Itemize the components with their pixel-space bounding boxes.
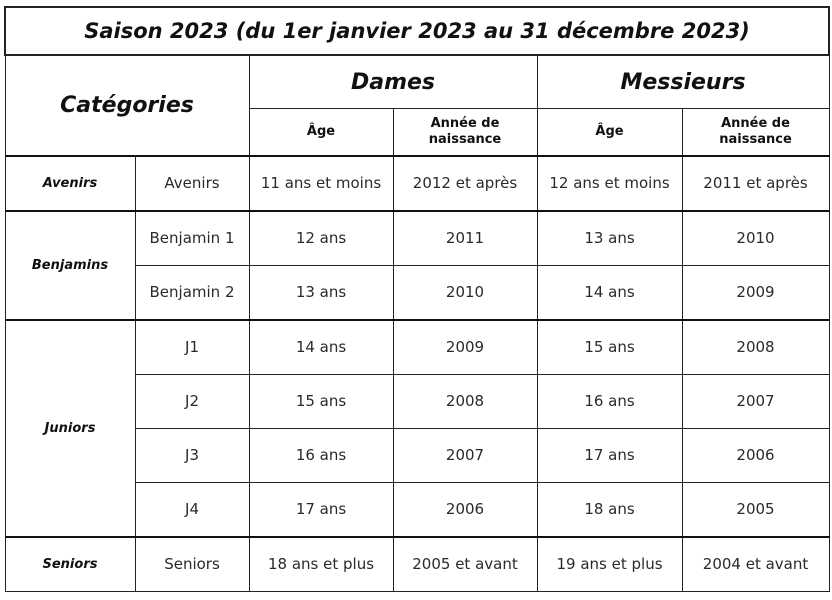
dames-age-cell: 15 ans [248, 374, 394, 429]
dames-annee-cell: 2009 [392, 319, 538, 375]
dames-age-header: Âge [248, 108, 394, 157]
subcategory-cell: Benjamin 2 [134, 265, 250, 321]
messieurs-annee-cell: 2005 [681, 482, 830, 538]
season-table-container: Saison 2023 (du 1er janvier 2023 au 31 d… [3, 6, 831, 592]
dames-age-cell: 17 ans [248, 482, 394, 538]
category-benjamins: Benjamins [4, 210, 136, 321]
subcategory-cell: J2 [134, 374, 250, 429]
messieurs-header: Messieurs [536, 54, 830, 109]
dames-annee-cell: 2012 et après [392, 155, 538, 212]
category-juniors: Juniors [4, 319, 136, 538]
table-row: J3 16 ans 2007 17 ans 2006 [5, 428, 830, 483]
messieurs-age-cell: 12 ans et moins [536, 155, 683, 212]
dames-header: Dames [248, 54, 538, 109]
subcategory-cell: Seniors [134, 536, 250, 592]
category-avenirs: Avenirs [4, 155, 136, 212]
messieurs-annee-cell: 2008 [681, 319, 830, 375]
table-row: Benjamin 2 13 ans 2010 14 ans 2009 [5, 265, 830, 321]
messieurs-annee-cell: 2010 [681, 210, 830, 266]
messieurs-annee-header: Année de naissance [681, 108, 830, 157]
annee-header-line2: naissance [719, 132, 792, 147]
messieurs-annee-cell: 2009 [681, 265, 830, 321]
subcategory-cell: J3 [134, 428, 250, 483]
table-title: Saison 2023 (du 1er janvier 2023 au 31 d… [3, 6, 831, 56]
table-row: Benjamins Benjamin 1 12 ans 2011 13 ans … [4, 210, 830, 321]
messieurs-age-cell: 19 ans et plus [536, 536, 683, 592]
table-row: Avenirs Avenirs 11 ans et moins 2012 et … [4, 155, 830, 212]
dames-age-cell: 14 ans [248, 319, 394, 375]
table-row: Seniors Seniors 18 ans et plus 2005 et a… [4, 536, 830, 592]
messieurs-annee-cell: 2007 [681, 374, 830, 429]
dames-age-cell: 13 ans [248, 265, 394, 321]
annee-header-line2: naissance [428, 132, 502, 147]
dames-annee-cell: 2005 et avant [392, 536, 538, 592]
dames-annee-cell: 2006 [392, 482, 538, 538]
messieurs-annee-cell: 2011 et après [681, 155, 830, 212]
dames-age-cell: 11 ans et moins [248, 155, 394, 212]
dames-age-cell: 16 ans [248, 428, 394, 483]
season-categories-table: Saison 2023 (du 1er janvier 2023 au 31 d… [3, 6, 831, 592]
subcategory-cell: Avenirs [134, 155, 250, 212]
annee-header-line1: Année de [430, 116, 500, 131]
messieurs-age-cell: 13 ans [536, 210, 683, 266]
messieurs-age-header: Âge [536, 108, 683, 157]
messieurs-age-cell: 18 ans [536, 482, 683, 538]
dames-annee-cell: 2011 [392, 210, 538, 266]
messieurs-annee-cell: 2006 [681, 428, 830, 483]
dames-age-cell: 12 ans [248, 210, 394, 266]
table-row: Juniors J1 14 ans 2009 15 ans 2008 [4, 319, 830, 538]
messieurs-age-cell: 17 ans [536, 428, 683, 483]
annee-header-line1: Année de [721, 116, 790, 131]
dames-age-cell: 18 ans et plus [248, 536, 394, 592]
dames-annee-cell: 2010 [392, 265, 538, 321]
subcategory-cell: J4 [134, 482, 250, 538]
subcategory-cell: Benjamin 1 [134, 210, 250, 266]
categories-header: Catégories [4, 54, 250, 157]
dames-annee-cell: 2008 [392, 374, 538, 429]
dames-annee-header: Année de naissance [392, 108, 538, 157]
messieurs-age-cell: 14 ans [536, 265, 683, 321]
messieurs-age-cell: 16 ans [536, 374, 683, 429]
table-row: J4 17 ans 2006 18 ans 2005 [5, 482, 830, 538]
table-row: J2 15 ans 2008 16 ans 2007 [5, 374, 830, 429]
messieurs-annee-cell: 2004 et avant [681, 536, 830, 592]
dames-annee-cell: 2007 [392, 428, 538, 483]
messieurs-age-cell: 15 ans [536, 319, 683, 375]
category-seniors: Seniors [4, 536, 136, 592]
subcategory-cell: J1 [134, 319, 250, 375]
